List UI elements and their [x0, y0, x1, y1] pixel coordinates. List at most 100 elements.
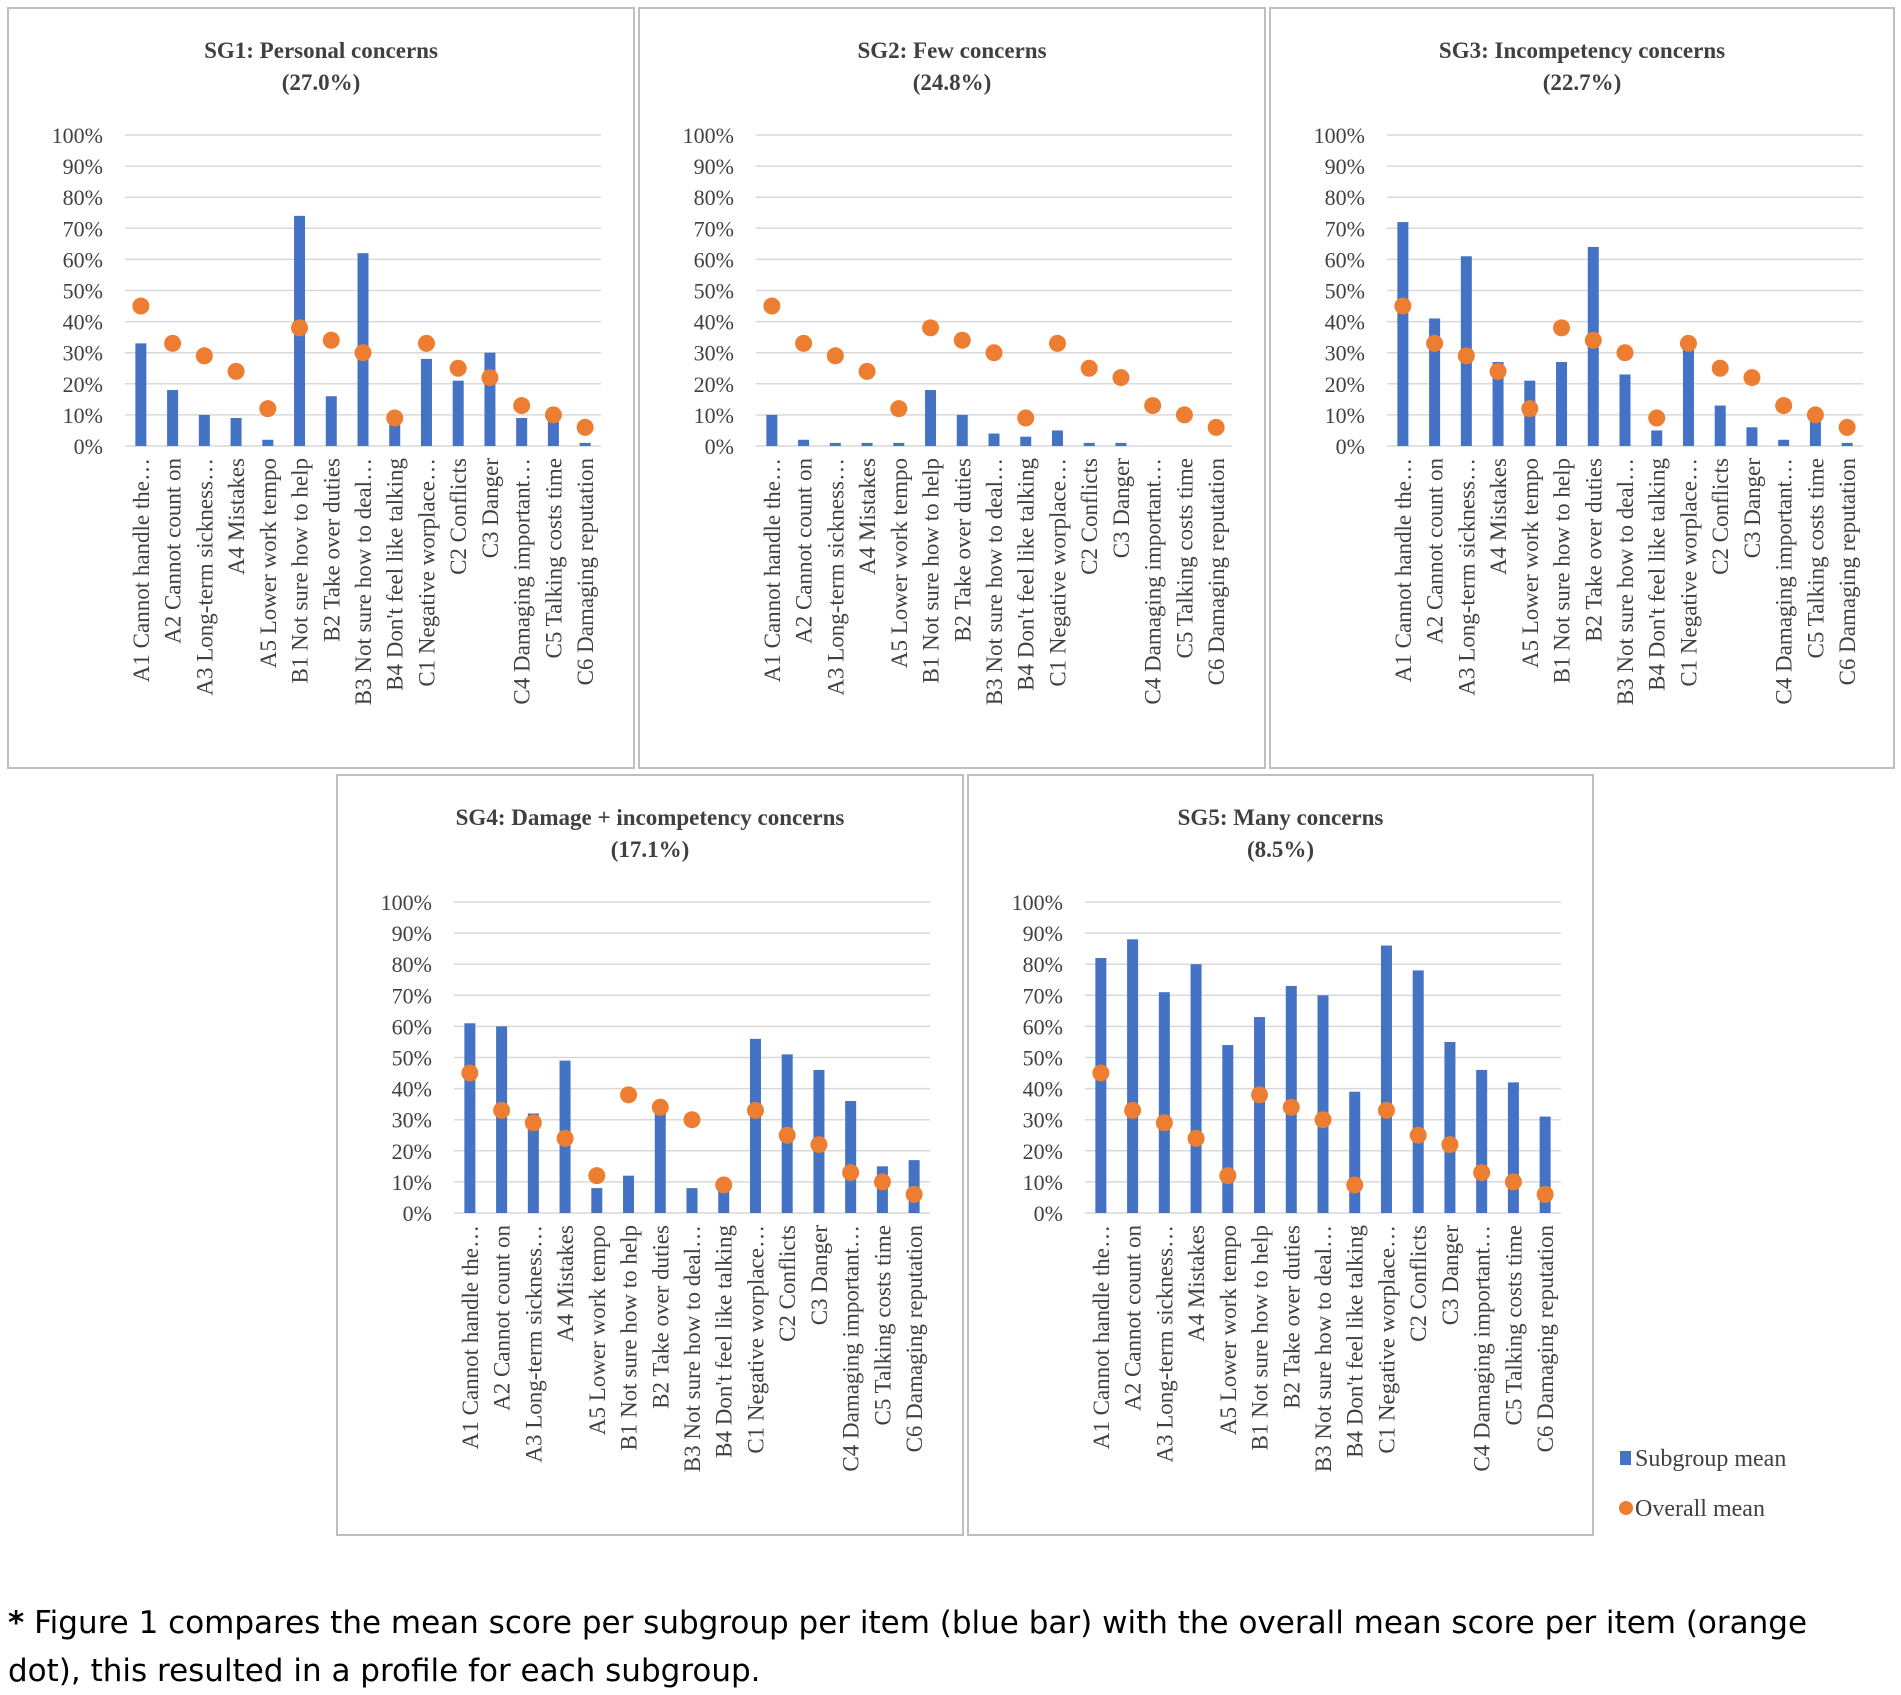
dot-overall-mean	[524, 1114, 542, 1132]
x-category-label: C2 Conflicts	[1077, 458, 1102, 575]
x-category-label: B2 Take over duties	[319, 458, 344, 642]
y-tick-label: 10%	[1325, 403, 1365, 428]
bar-subgroup-mean	[1083, 442, 1095, 446]
y-tick-label: 50%	[1325, 279, 1365, 304]
y-tick-label: 90%	[694, 154, 734, 179]
dot-overall-mean	[1377, 1101, 1395, 1119]
dot-overall-mean	[905, 1185, 923, 1203]
chart-title: SG3: Incompetency concerns	[1439, 38, 1725, 63]
x-category-label: C2 Conflicts	[775, 1225, 800, 1342]
x-category-label: A2 Cannot count on	[490, 1225, 515, 1411]
bar-subgroup-mean	[861, 442, 873, 446]
dot-overall-mean	[985, 344, 1003, 362]
y-tick-label: 20%	[392, 1139, 432, 1164]
x-category-label: B4 Don't feel like talking	[712, 1225, 737, 1458]
x-category-label: C5 Talking costs time	[1501, 1225, 1526, 1426]
bar-subgroup-mean	[766, 414, 778, 446]
y-tick-label: 90%	[1023, 921, 1063, 946]
dot-overall-mean	[1409, 1126, 1427, 1144]
y-tick-label: 50%	[694, 279, 734, 304]
chart-subtitle: (22.7%)	[1543, 70, 1622, 95]
y-tick-label: 20%	[694, 372, 734, 397]
bar-subgroup-mean	[1682, 343, 1694, 446]
dot-overall-mean	[1155, 1114, 1173, 1132]
x-category-label: C5 Talking costs time	[541, 458, 566, 659]
y-tick-label: 10%	[63, 403, 103, 428]
bar-subgroup-mean	[718, 1181, 730, 1213]
figure-caption: * Figure 1 compares the mean score per s…	[8, 1599, 1888, 1695]
bar-subgroup-mean	[591, 1188, 603, 1213]
bar-subgroup-mean	[1115, 442, 1127, 446]
x-category-label: A2 Cannot count on	[161, 458, 186, 644]
dot-overall-mean	[715, 1176, 733, 1194]
bar-subgroup-mean	[389, 424, 401, 446]
bar-subgroup-mean	[1492, 362, 1504, 446]
x-category-label: A1 Cannot handle the…	[760, 458, 785, 682]
bar-subgroup-mean	[1841, 442, 1853, 446]
dot-overall-mean	[1775, 397, 1793, 415]
x-category-label: A1 Cannot handle the…	[129, 458, 154, 682]
y-tick-label: 60%	[1023, 1014, 1063, 1039]
bar-subgroup-mean	[1051, 430, 1063, 446]
bar-subgroup-mean	[1809, 421, 1821, 446]
dot-overall-mean	[1282, 1098, 1300, 1116]
bar-subgroup-mean	[988, 433, 1000, 446]
x-category-label: C1 Negative worplace…	[743, 1225, 768, 1454]
dot-overall-mean	[1314, 1111, 1332, 1129]
bar-subgroup-mean	[579, 442, 591, 446]
dot-overall-mean	[1080, 359, 1098, 377]
figure-charts: SG1: Personal concerns (27.0%) 0% 10% 20% 30%…	[7, 7, 1895, 1536]
dot-overall-mean	[795, 334, 813, 352]
y-tick-label: 100%	[1012, 890, 1063, 915]
chart-title: SG2: Few concerns	[857, 38, 1046, 63]
y-tick-label: 70%	[694, 216, 734, 241]
x-category-label: A5 Lower work tempo	[887, 458, 912, 668]
x-category-label: A2 Cannot count on	[1121, 1225, 1146, 1411]
dot-overall-mean	[1504, 1173, 1522, 1191]
x-category-label: B3 Not sure how to deal…	[982, 458, 1007, 705]
dot-overall-mean	[1346, 1176, 1364, 1194]
y-tick-label: 70%	[63, 216, 103, 241]
x-category-label: A2 Cannot count on	[1423, 458, 1448, 644]
x-category-label: C4 Damaging important…	[1141, 458, 1166, 705]
dot-overall-mean	[1187, 1129, 1205, 1147]
y-tick-label: 0%	[1034, 1201, 1063, 1226]
dot-overall-mean	[620, 1086, 638, 1104]
bar-subgroup-mean	[230, 418, 242, 446]
y-tick-label: 80%	[1325, 185, 1365, 210]
bar-subgroup-mean	[1397, 222, 1409, 446]
dot-overall-mean	[227, 362, 245, 380]
x-category-label: A4 Mistakes	[1486, 458, 1511, 575]
dot-overall-mean	[922, 319, 940, 337]
x-category-label: B1 Not sure how to help	[288, 458, 313, 684]
bar-subgroup-mean	[1317, 995, 1329, 1213]
x-category-label: C3 Danger	[1740, 458, 1765, 559]
dot-overall-mean	[1441, 1136, 1459, 1154]
bar-subgroup-mean	[1095, 957, 1107, 1213]
dot-overall-mean	[953, 331, 971, 349]
x-category-label: C2 Conflicts	[1708, 458, 1733, 575]
x-category-label: A1 Cannot handle the…	[1391, 458, 1416, 682]
bar-subgroup-mean	[325, 396, 337, 446]
dot-overall-mean	[1092, 1064, 1110, 1082]
bar-subgroup-mean	[1020, 436, 1032, 446]
dot-overall-mean	[1207, 418, 1225, 436]
dot-overall-mean	[164, 334, 182, 352]
y-tick-label: 10%	[392, 1170, 432, 1195]
x-category-label: B4 Don't feel like talking	[1014, 458, 1039, 691]
chart-subtitle: (8.5%)	[1247, 837, 1314, 862]
dot-overall-mean	[354, 344, 372, 362]
bar-subgroup-mean	[1254, 1017, 1266, 1213]
x-category-label: A3 Long-term sickness…	[521, 1225, 546, 1463]
dot-overall-mean	[461, 1064, 479, 1082]
legend: Subgroup mean Overall mean	[1619, 1446, 1786, 1522]
dot-overall-mean	[544, 406, 562, 424]
x-category-label: C2 Conflicts	[446, 458, 471, 575]
y-tick-label: 10%	[1023, 1170, 1063, 1195]
dot-overall-mean	[1679, 334, 1697, 352]
dot-overall-mean	[778, 1126, 796, 1144]
x-category-label: A5 Lower work tempo	[1216, 1225, 1241, 1435]
bar-subgroup-mean	[1778, 439, 1790, 446]
bar-subgroup-mean	[1444, 1041, 1456, 1213]
dot-overall-mean	[826, 347, 844, 365]
